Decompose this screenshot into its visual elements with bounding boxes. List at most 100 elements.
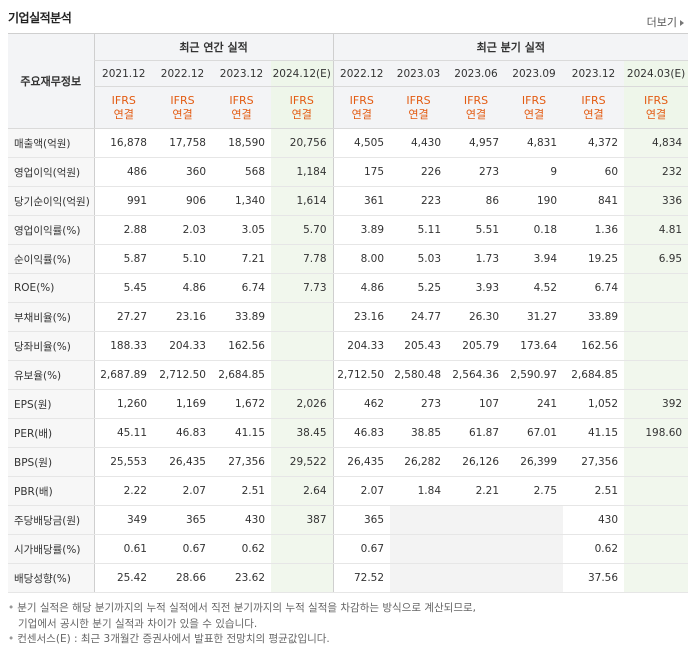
value-cell [624, 505, 689, 535]
value-cell: 430 [212, 505, 271, 535]
row-label: 주당배당금(원) [8, 505, 94, 535]
value-cell [271, 302, 334, 332]
value-cell [447, 534, 506, 564]
value-cell [624, 447, 689, 477]
value-cell: 46.83 [332, 418, 391, 448]
footnote: 기업에서 공시한 분기 실적과 차이가 있을 수 있습니다. [18, 617, 258, 630]
value-cell: 4,831 [505, 128, 564, 158]
basis-consolidated: 연결 [583, 107, 604, 121]
value-cell: 841 [563, 186, 625, 216]
row-label: PER(배) [8, 418, 94, 448]
value-cell: 1,672 [212, 389, 271, 419]
value-cell: 4,957 [447, 128, 506, 158]
value-cell: 226 [390, 157, 448, 187]
corner-header: 주요재무정보 [8, 33, 94, 129]
basis-standard: IFRS [581, 93, 606, 107]
value-cell: 19.25 [563, 244, 625, 274]
value-cell: 46.83 [153, 418, 212, 448]
value-cell: 568 [212, 157, 271, 187]
table-row: 주당배당금(원) 349 365 430 387 365 430 [8, 505, 689, 535]
value-cell: 204.33 [153, 331, 212, 361]
basis-consolidated: 연결 [645, 107, 667, 121]
basis-header: IFRS 연결 [390, 86, 448, 129]
value-cell: 26,435 [332, 447, 391, 477]
value-cell [624, 331, 689, 361]
value-cell: 223 [390, 186, 448, 216]
value-cell: 8.00 [332, 244, 391, 274]
basis-consolidated: 연결 [408, 107, 429, 121]
value-cell: 0.18 [505, 215, 564, 245]
period-header: 2024.12(E) [271, 60, 334, 87]
value-cell: 5.03 [390, 244, 448, 274]
more-link[interactable]: 더보기 [647, 14, 684, 30]
value-cell [624, 534, 689, 564]
period-header: 2023.03 [390, 60, 448, 87]
value-cell: 5.51 [447, 215, 506, 245]
value-cell: 392 [624, 389, 689, 419]
value-cell: 7.73 [271, 273, 334, 303]
value-cell: 41.15 [212, 418, 271, 448]
value-cell: 60 [563, 157, 625, 187]
value-cell: 2.07 [332, 476, 391, 506]
value-cell: 273 [447, 157, 506, 187]
value-cell: 2.75 [505, 476, 564, 506]
table-row: 부채비율(%) 27.27 23.16 33.89 23.16 24.77 26.30 31.… [8, 302, 689, 332]
table-row: 영업이익률(%) 2.88 2.03 3.05 5.70 3.89 5.11 5.51 0.18… [8, 215, 689, 245]
value-cell [271, 360, 334, 390]
table-row: 당좌비율(%) 188.33 204.33 162.56 204.33 205.43 205… [8, 331, 689, 361]
row-label: 부채비율(%) [8, 302, 94, 332]
value-cell: 38.85 [390, 418, 448, 448]
value-cell: 107 [447, 389, 506, 419]
value-cell: 906 [153, 186, 212, 216]
value-cell: 7.21 [212, 244, 271, 274]
row-label: 순이익률(%) [8, 244, 94, 274]
value-cell: 190 [505, 186, 564, 216]
value-cell: 26.30 [447, 302, 506, 332]
value-cell: 7.78 [271, 244, 334, 274]
chevron-right-icon [680, 20, 684, 26]
table-row: PER(배) 45.11 46.83 41.15 38.45 46.83 38.85 61.8… [8, 418, 689, 448]
value-cell: 2,712.50 [153, 360, 212, 390]
period-header: 2023.09 [505, 60, 564, 87]
value-cell: 86 [447, 186, 506, 216]
value-cell: 1.84 [390, 476, 448, 506]
table-row: BPS(원) 25,553 26,435 27,356 29,522 26,435 26,2… [8, 447, 689, 477]
value-cell: 2,580.48 [390, 360, 448, 390]
value-cell: 5.87 [93, 244, 153, 274]
row-label: 영업이익률(%) [8, 215, 94, 245]
value-cell: 5.11 [390, 215, 448, 245]
value-cell: 175 [332, 157, 391, 187]
value-cell: 6.95 [624, 244, 689, 274]
value-cell: 33.89 [212, 302, 271, 332]
basis-header: IFRS 연결 [93, 86, 153, 129]
value-cell: 17,758 [153, 128, 212, 158]
value-cell: 273 [390, 389, 448, 419]
value-cell: 365 [332, 505, 391, 535]
value-cell: 25,553 [93, 447, 153, 477]
value-cell: 2.51 [212, 476, 271, 506]
value-cell: 26,126 [447, 447, 506, 477]
value-cell: 2,687.89 [93, 360, 153, 390]
value-cell: 29,522 [271, 447, 334, 477]
value-cell: 0.62 [563, 534, 625, 564]
value-cell: 173.64 [505, 331, 564, 361]
value-cell: 23.16 [332, 302, 391, 332]
row-label: 유보율(%) [8, 360, 94, 390]
value-cell: 18,590 [212, 128, 271, 158]
value-cell: 3.05 [212, 215, 271, 245]
basis-standard: IFRS [521, 93, 547, 107]
value-cell: 2.64 [271, 476, 334, 506]
value-cell: 1,169 [153, 389, 212, 419]
value-cell: 2,684.85 [563, 360, 625, 390]
value-cell [624, 563, 689, 593]
value-cell: 1,260 [93, 389, 153, 419]
value-cell: 25.42 [93, 563, 153, 593]
value-cell [271, 331, 334, 361]
value-cell: 26,435 [153, 447, 212, 477]
value-cell: 3.89 [332, 215, 391, 245]
period-header: 2024.03(E) [624, 60, 689, 87]
value-cell [624, 360, 689, 390]
value-cell: 2,564.36 [447, 360, 506, 390]
basis-consolidated: 연결 [231, 107, 252, 121]
value-cell: 4,834 [624, 128, 689, 158]
